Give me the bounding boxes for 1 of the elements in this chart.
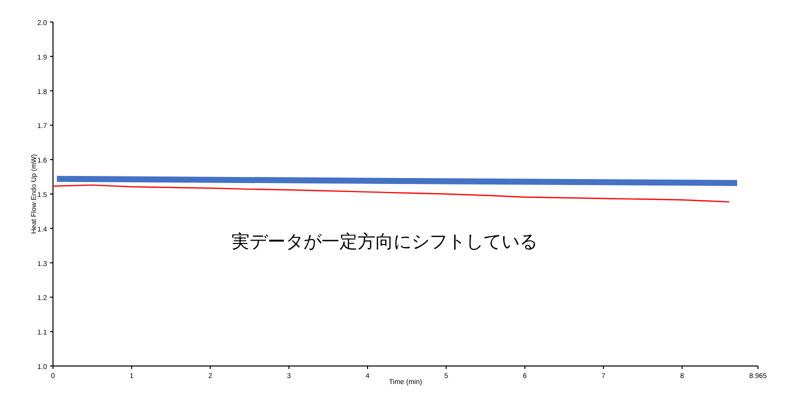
annotation: 実データが一定方向にシフトしている xyxy=(231,231,538,252)
